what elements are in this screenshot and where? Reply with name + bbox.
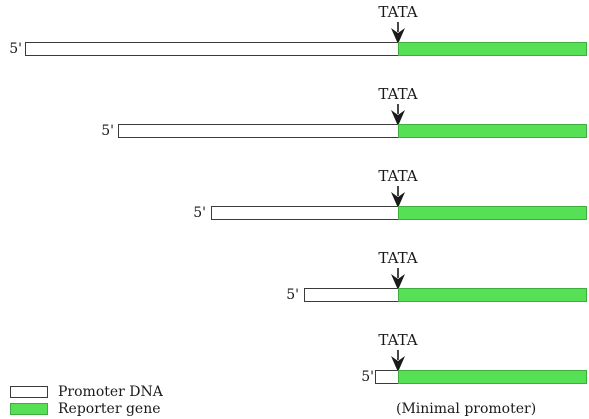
legend-label-reporter: Reporter gene: [58, 401, 161, 417]
promoter-dna-segment: [25, 42, 399, 56]
promoter-dna-segment: [211, 206, 399, 220]
tata-label: TATA: [378, 331, 418, 349]
promoter-dna-segment: [304, 288, 399, 302]
tata-label: TATA: [378, 249, 418, 267]
arrowhead-down-icon: [391, 268, 405, 290]
construct-row-3: TATA 5': [0, 168, 589, 238]
tata-label: TATA: [378, 167, 418, 185]
construct-row-1: TATA 5': [0, 4, 589, 74]
legend: Promoter DNA Reporter gene: [0, 382, 260, 419]
construct-row-5: TATA 5': [0, 332, 589, 402]
construct-row-2: TATA 5': [0, 86, 589, 156]
arrowhead-down-icon: [391, 350, 405, 372]
five-prime-label: 5': [361, 369, 374, 385]
construct-row-4: TATA 5': [0, 250, 589, 320]
arrowhead-down-icon: [391, 104, 405, 126]
legend-item-reporter: Reporter gene: [10, 401, 260, 418]
reporter-gene-segment: [398, 288, 587, 302]
arrowhead-down-icon: [391, 22, 405, 44]
reporter-gene-segment: [398, 124, 587, 138]
five-prime-label: 5': [9, 41, 22, 57]
reporter-gene-segment: [398, 370, 587, 384]
reporter-swatch: [10, 403, 48, 415]
arrowhead-down-icon: [391, 186, 405, 208]
minimal-promoter-note: (Minimal promoter): [396, 401, 537, 417]
tata-label: TATA: [378, 85, 418, 103]
promoter-swatch: [10, 386, 48, 398]
promoter-dna-segment: [375, 370, 399, 384]
legend-item-promoter: Promoter DNA: [10, 384, 260, 401]
five-prime-label: 5': [193, 205, 206, 221]
reporter-gene-segment: [398, 206, 587, 220]
legend-label-promoter: Promoter DNA: [58, 384, 163, 400]
tata-label: TATA: [378, 3, 418, 21]
promoter-dna-segment: [118, 124, 399, 138]
five-prime-label: 5': [286, 287, 299, 303]
five-prime-label: 5': [101, 123, 114, 139]
reporter-gene-segment: [398, 42, 587, 56]
